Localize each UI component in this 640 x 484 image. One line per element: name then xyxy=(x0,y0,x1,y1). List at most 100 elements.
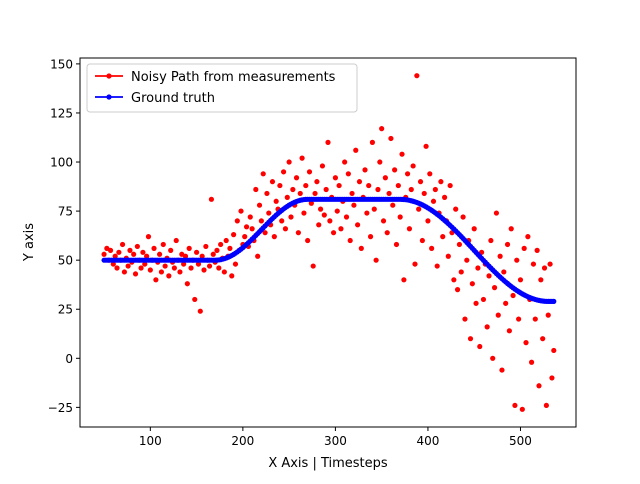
noisy-point xyxy=(386,190,392,197)
noisy-point xyxy=(249,226,255,232)
noisy-point xyxy=(486,273,492,279)
noisy-point xyxy=(541,265,548,271)
noisy-point xyxy=(419,237,425,244)
noisy-point xyxy=(399,151,405,157)
noisy-point xyxy=(458,269,464,275)
noisy-point xyxy=(493,210,500,216)
noisy-point xyxy=(506,328,512,334)
noisy-point xyxy=(197,308,203,314)
noisy-point xyxy=(114,265,120,271)
noisy-point xyxy=(406,226,413,232)
y-tick-label: −25 xyxy=(48,401,73,415)
noisy-point xyxy=(508,226,514,232)
noisy-point xyxy=(273,198,279,204)
noisy-point xyxy=(321,212,327,218)
noisy-point xyxy=(195,261,202,267)
noisy-point xyxy=(253,186,259,193)
noisy-point xyxy=(416,206,422,212)
noisy-point xyxy=(514,257,520,263)
y-tick-label: 75 xyxy=(58,205,73,219)
noisy-point xyxy=(184,281,190,287)
noisy-point xyxy=(173,237,179,244)
noisy-point xyxy=(145,234,152,240)
noisy-point xyxy=(377,159,383,165)
noisy-point xyxy=(303,182,309,189)
noisy-point xyxy=(454,287,461,293)
noisy-point xyxy=(280,169,287,175)
noisy-point xyxy=(355,222,361,228)
noisy-point xyxy=(308,200,314,206)
legend-box xyxy=(86,63,358,113)
noisy-point xyxy=(404,171,411,177)
plot-marks xyxy=(101,73,557,412)
noisy-point xyxy=(182,253,189,259)
noisy-point xyxy=(425,218,431,224)
noisy-point xyxy=(286,159,292,165)
noisy-point xyxy=(384,230,390,236)
noisy-point xyxy=(247,214,253,220)
noisy-point xyxy=(319,163,326,169)
noisy-point xyxy=(379,126,385,132)
y-tick-label: 100 xyxy=(50,156,73,170)
noisy-point xyxy=(131,251,137,257)
noisy-point xyxy=(342,159,348,165)
noisy-point xyxy=(297,190,303,197)
noisy-point xyxy=(484,324,490,330)
noisy-point xyxy=(467,336,474,342)
noisy-point xyxy=(214,247,220,253)
noisy-point xyxy=(140,249,146,255)
noisy-point xyxy=(255,253,261,259)
x-tick-label: 400 xyxy=(416,434,439,448)
noisy-point xyxy=(388,135,394,142)
noisy-point xyxy=(112,253,118,259)
noisy-point xyxy=(271,234,277,240)
noisy-point xyxy=(380,218,387,224)
noisy-point xyxy=(277,182,283,189)
noisy-point xyxy=(138,265,144,271)
y-axis-label: Y axis xyxy=(22,223,37,262)
ground-truth-series xyxy=(101,196,557,304)
noisy-point xyxy=(158,269,165,275)
noisy-point xyxy=(110,261,116,267)
ground-truth-point xyxy=(551,298,557,304)
noisy-point xyxy=(316,222,322,228)
noisy-point xyxy=(234,218,240,224)
noisy-point xyxy=(119,241,126,248)
noisy-point xyxy=(362,167,368,173)
noisy-point xyxy=(227,245,233,251)
noisy-point xyxy=(501,269,507,275)
noisy-point xyxy=(206,263,213,269)
noisy-point xyxy=(393,241,400,248)
noisy-point xyxy=(168,247,174,253)
noisy-point xyxy=(290,186,296,193)
noisy-point xyxy=(351,202,357,208)
noisy-point xyxy=(325,139,331,145)
noisy-point xyxy=(536,383,542,389)
y-tick-label: 125 xyxy=(50,106,73,120)
noisy-point xyxy=(497,253,503,259)
noisy-point xyxy=(132,271,139,277)
noisy-point xyxy=(534,247,540,253)
noisy-point xyxy=(462,316,468,322)
noisy-point xyxy=(349,190,355,197)
noisy-point xyxy=(121,269,128,275)
noisy-point xyxy=(312,190,318,197)
noisy-point xyxy=(469,281,475,287)
noisy-point xyxy=(427,171,433,177)
x-tick-label: 200 xyxy=(231,434,254,448)
noisy-point xyxy=(242,234,248,240)
noisy-point xyxy=(382,175,388,181)
noisy-point xyxy=(262,230,268,236)
noisy-point xyxy=(423,143,429,149)
noisy-point xyxy=(125,263,131,269)
noisy-point xyxy=(305,237,311,244)
legend-truth-label: Ground truth xyxy=(131,91,215,106)
noisy-point xyxy=(432,186,438,193)
y-tick-label: 25 xyxy=(58,303,73,317)
noisy-point xyxy=(232,261,239,267)
noisy-point xyxy=(160,241,166,248)
noisy-point xyxy=(438,179,444,185)
noisy-point xyxy=(166,273,172,279)
noisy-point xyxy=(317,206,324,212)
noisy-point xyxy=(430,198,437,204)
